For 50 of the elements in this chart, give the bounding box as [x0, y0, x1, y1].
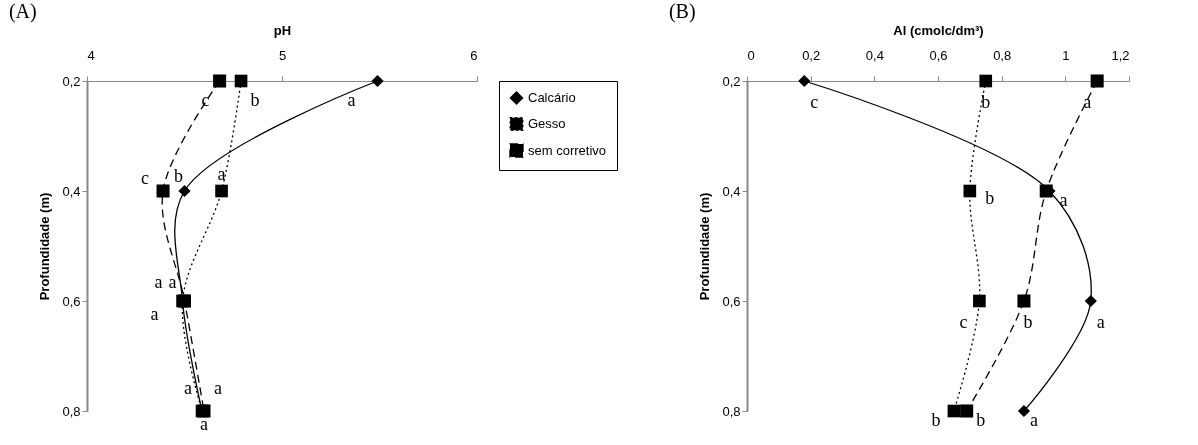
x-tick-label: 6	[470, 47, 478, 63]
y-tick-label: 0,2	[722, 73, 741, 89]
y-tick-label: 0,4	[722, 183, 741, 199]
annotation: b	[985, 188, 995, 208]
y-tick-label: 0,6	[722, 293, 741, 309]
chart-title: (A)	[8, 0, 37, 23]
annotation: b	[931, 410, 941, 430]
annotation: a	[154, 272, 163, 292]
annotation: a	[150, 304, 159, 324]
annotation: a	[1083, 92, 1092, 112]
x-tick-label: 0,6	[929, 47, 948, 63]
legend-label: sem corretivo	[528, 142, 607, 158]
annotation: b	[1023, 312, 1033, 332]
annotation: a	[1029, 410, 1038, 430]
annotation: a	[1096, 312, 1105, 332]
x-tick-label: 0	[747, 47, 755, 63]
chart-title: (B)	[668, 0, 696, 23]
y-tick-label: 0,4	[62, 183, 81, 199]
annotation: a	[168, 272, 177, 292]
y-axis-title: Profundidade (m)	[37, 192, 53, 301]
x-tick-label: 0,2	[802, 47, 821, 63]
x-tick-label: 4	[87, 47, 95, 63]
annotation: a	[184, 378, 193, 398]
annotation: c	[959, 312, 968, 332]
annotation: c	[201, 90, 210, 110]
annotation: c	[810, 92, 819, 112]
legend-label: Gesso	[528, 116, 566, 131]
annotation: a	[214, 378, 223, 398]
x-axis-title: pH	[273, 22, 292, 38]
legend-label: Calcário	[528, 90, 576, 105]
annotation: a	[217, 164, 226, 184]
annotation: b	[976, 410, 986, 430]
x-tick-label: 5	[278, 47, 287, 63]
x-tick-label: 0,4	[865, 47, 884, 63]
annotation: a	[200, 414, 208, 434]
y-tick-label: 0,8	[62, 403, 81, 419]
annotation: a	[1059, 190, 1068, 210]
x-tick-label: 0,8	[993, 47, 1012, 63]
annotation: a	[347, 90, 356, 110]
annotation: b	[981, 92, 991, 112]
y-tick-label: 0,8	[722, 403, 741, 419]
x-tick-label: 1,2	[1111, 47, 1130, 63]
x-axis-title: Al (cmolc/dm³)	[893, 22, 984, 38]
annotation: c	[141, 168, 150, 188]
annotation: b	[250, 90, 260, 110]
y-tick-label: 0,2	[62, 73, 81, 89]
y-axis-title: Profundidade (m)	[697, 192, 713, 301]
x-tick-label: 1	[1062, 47, 1070, 63]
y-tick-label: 0,6	[62, 293, 81, 309]
annotation: b	[174, 166, 183, 186]
